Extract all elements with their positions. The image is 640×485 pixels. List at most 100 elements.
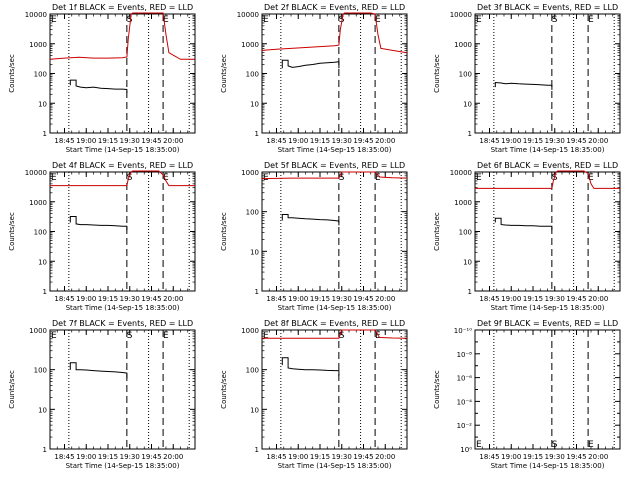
x-tick-label: 20:00 [163,137,183,145]
marker-letter: S [127,331,133,341]
y-tick-label: 10 [463,100,472,108]
x-tick-label: 20:00 [163,453,183,461]
plot-frame [261,171,408,292]
plot-frame [474,13,621,134]
y-axis-label: Counts/sec [433,370,441,409]
y-tick-label: 1000 [454,41,472,49]
events-series-line [69,79,128,94]
x-tick-label: 19:30 [545,137,565,145]
events-series-line [281,214,340,226]
x-tick-label: 19:00 [288,295,308,303]
marker-letter: E [51,331,57,341]
y-tick-label: 1000 [241,41,259,49]
marker-letter: E [476,173,482,183]
x-tick-label: 19:45 [566,137,586,145]
y-tick-label: 1 [255,446,259,454]
x-tick-label: 19:00 [288,137,308,145]
x-axis-label: Start Time (14-Sep-15 18:35:00) [278,462,392,470]
lld-series-line [49,12,195,60]
y-tick-label: 1000 [454,199,472,207]
marker-letter: E [163,15,169,25]
x-tick-label: 19:45 [353,295,373,303]
x-tick-label: 19:15 [523,137,543,145]
y-tick-label: 10 [250,100,259,108]
y-tick-label: 100 [34,229,47,237]
x-tick-label: 19:30 [120,295,140,303]
x-tick-label: 18:45 [54,453,74,461]
x-tick-label: 19:15 [523,453,543,461]
plot-frame [474,171,621,292]
x-tick-label: 18:45 [479,453,499,461]
detector-panel: Det 6f BLACK = Events, RED = LLD 1 10 100 10… [433,161,621,312]
detector-panel: Det 5f BLACK = Events, RED = LLD 1 10 100 10… [220,161,408,312]
x-tick-label: 19:30 [120,137,140,145]
plot-frame [49,171,196,292]
marker-letter: E [51,15,57,25]
y-tick-label: 100 [459,71,472,79]
y-tick-label: 1000 [241,327,259,335]
y-tick-label: 10 [250,248,259,256]
marker-letter: S [339,173,345,183]
events-series-line [281,59,340,69]
y-tick-label: 10⁻⁸ [457,351,473,359]
panel-title: Det 2f BLACK = Events, RED = LLD [264,3,405,12]
y-tick-label: 1000 [29,327,47,335]
x-tick-label: 20:00 [375,453,395,461]
marker-letter: E [375,331,381,341]
x-tick-label: 19:30 [332,295,352,303]
detector-panel: Det 2f BLACK = Events, RED = LLD 1 10 100 10… [220,3,408,154]
plot-frame [49,329,196,450]
y-tick-label: 1 [43,288,47,296]
events-series-line [69,216,128,231]
events-series-line [494,81,553,90]
lld-series-line [261,12,408,54]
y-tick-label: 100 [459,229,472,237]
x-tick-label: 20:00 [588,137,608,145]
x-tick-label: 19:00 [501,295,521,303]
detector-panel: Det 8f BLACK = Events, RED = LLD 1 10 100 10… [220,319,408,470]
x-tick-label: 20:00 [375,137,395,145]
x-axis-label: Start Time (14-Sep-15 18:35:00) [491,462,605,470]
panel-title: Det 9f BLACK = Events, RED = LLD [477,319,618,328]
y-tick-label: 100 [246,71,259,79]
lld-series-line [261,171,408,180]
marker-letter: E [476,440,482,450]
panel-title: Det 4f BLACK = Events, RED = LLD [52,161,193,170]
marker-letter: E [163,173,169,183]
x-tick-label: 19:45 [141,137,161,145]
events-series-line [281,357,340,376]
x-tick-label: 19:45 [353,453,373,461]
detector-panel: Det 1f BLACK = Events, RED = LLD 1 10 100 10… [8,3,196,154]
y-tick-label: 100 [34,367,47,375]
detector-panel: Det 9f BLACK = Events, RED = LLD 10⁰ 10⁻² 1… [433,319,621,470]
x-tick-label: 19:45 [566,295,586,303]
panel-title: Det 1f BLACK = Events, RED = LLD [52,3,193,12]
y-tick-label: 1 [43,130,47,138]
y-axis-label: Counts/sec [8,370,16,409]
x-tick-label: 18:45 [266,453,286,461]
y-axis-label: Counts/sec [433,54,441,93]
marker-letter: E [263,331,269,341]
panel-title: Det 3f BLACK = Events, RED = LLD [477,3,618,12]
y-tick-label: 10⁰ [460,446,472,454]
x-tick-label: 19:15 [98,453,118,461]
y-tick-label: 10000 [450,11,472,19]
marker-letter: E [51,173,57,183]
panel-title: Det 7f BLACK = Events, RED = LLD [52,319,193,328]
x-tick-label: 19:15 [98,137,118,145]
x-tick-label: 19:00 [76,295,96,303]
events-series-line [494,217,553,231]
detector-panel: Det 4f BLACK = Events, RED = LLD 1 10 100 10… [8,161,196,312]
y-axis-label: Counts/sec [433,212,441,251]
y-tick-label: 1000 [29,199,47,207]
x-axis-label: Start Time (14-Sep-15 18:35:00) [66,462,180,470]
plot-frame [261,13,408,134]
plot-frame [49,13,196,134]
y-tick-label: 1000 [29,41,47,49]
x-tick-label: 19:15 [310,453,330,461]
x-tick-label: 18:45 [479,137,499,145]
y-tick-label: 10 [463,258,472,266]
y-tick-label: 10 [250,406,259,414]
plot-frame [474,329,621,450]
y-axis-label: Counts/sec [8,54,16,93]
